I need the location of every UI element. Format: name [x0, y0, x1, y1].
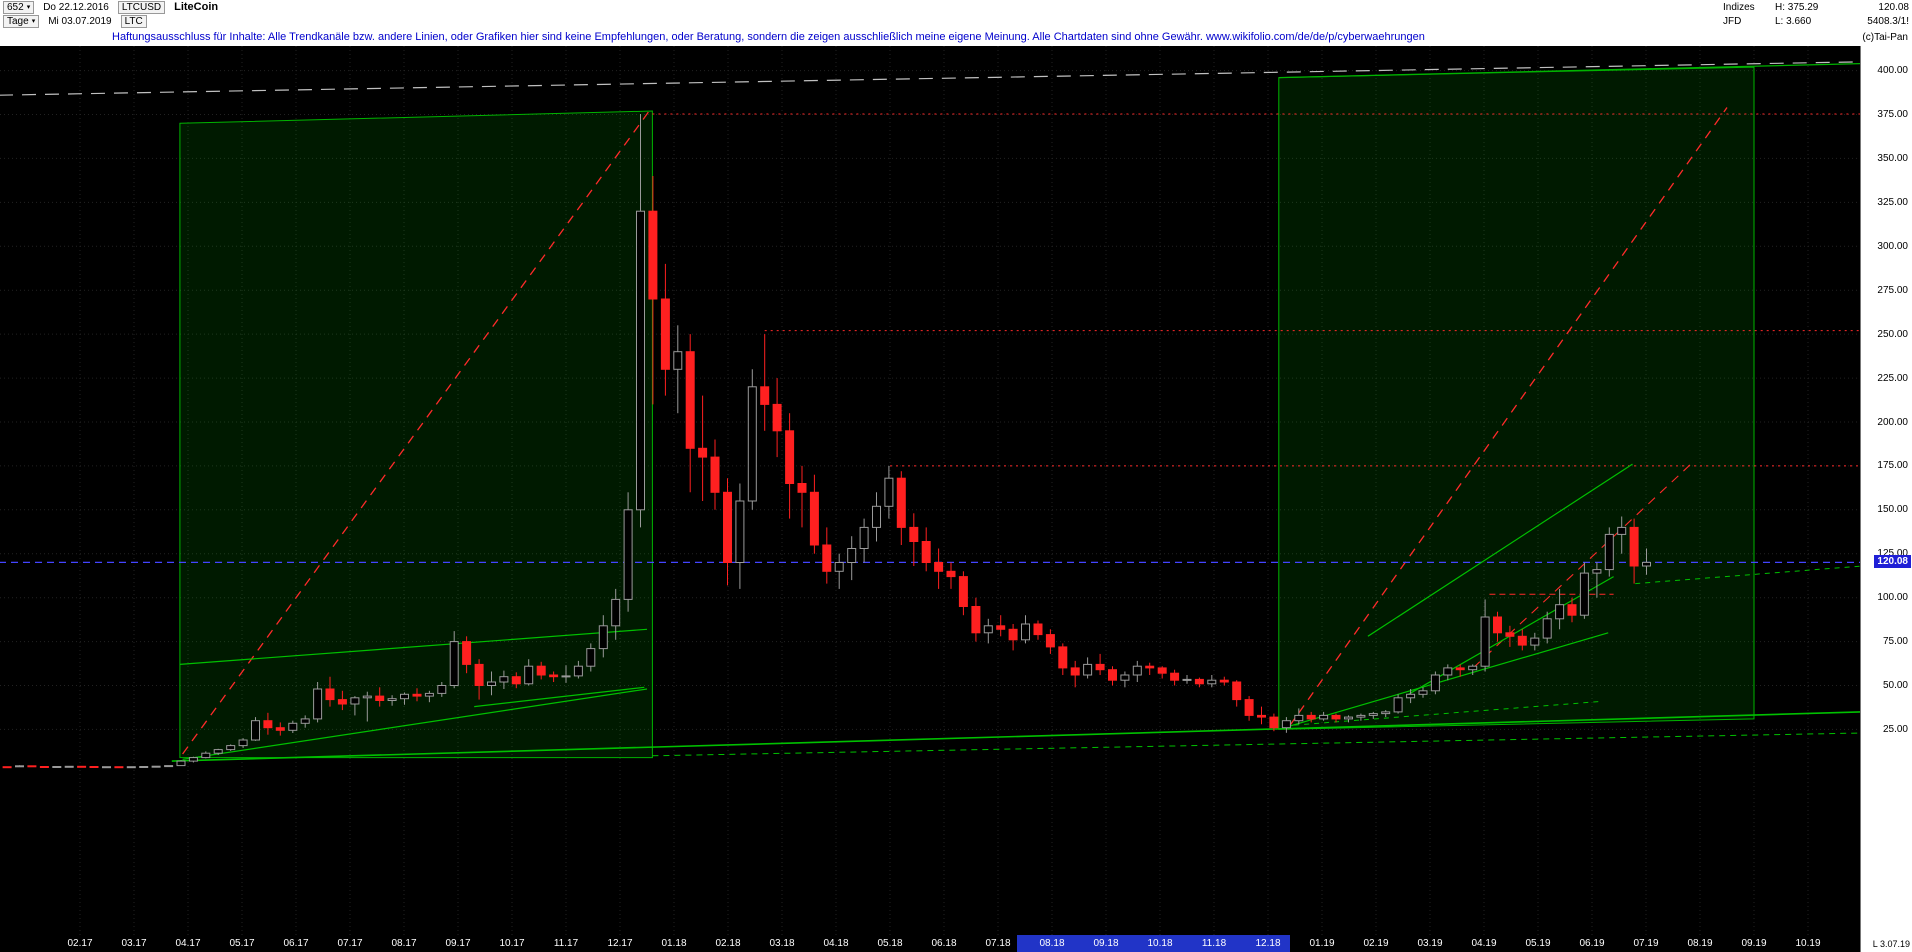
time-tick-label: 07.19 [1633, 938, 1659, 949]
timeframe-dropdown[interactable]: Tage ▾ [3, 14, 40, 28]
header-row-2: Tage ▾ Mi 03.07.2019 LTC JFD L: 3.660 54… [0, 14, 1912, 28]
red-trend-2017 [182, 110, 650, 755]
time-tick-label: 06.17 [283, 938, 309, 949]
candlestick-plot[interactable] [0, 46, 1860, 935]
range-low-label: L: 3.660 [1775, 15, 1812, 27]
time-tick-label: 03.19 [1417, 938, 1443, 949]
gray-upper-trend [0, 61, 1860, 96]
header-row-3: Haftungsausschluss für Inhalte: Alle Tre… [0, 28, 1912, 46]
time-tick-label: 02.18 [715, 938, 741, 949]
time-axis-selection [1016, 935, 1290, 952]
time-tick-label: 11.17 [553, 938, 579, 949]
time-tick-label: 05.19 [1525, 938, 1551, 949]
time-tick-label: 01.18 [661, 938, 687, 949]
range-high-label: H: 375.29 [1775, 1, 1819, 13]
price-tick-label: 50.00 [1882, 680, 1908, 691]
time-tick-label: 08.19 [1687, 938, 1713, 949]
instrument-name: LiteCoin [174, 1, 219, 13]
time-tick-label: 08.17 [391, 938, 417, 949]
price-tick-label: 175.00 [1877, 460, 1908, 472]
symbol-field[interactable]: LTCUSD [117, 0, 166, 14]
chart-area: 400.00 375.00 350.00 325.00 300.00 275.00 250.… [0, 46, 1912, 935]
chevron-down-icon: ▾ [26, 3, 31, 11]
price-tick-label: 225.00 [1877, 372, 1908, 384]
price-tick-label: 400.00 [1877, 65, 1908, 77]
header-row-1: 652 ▾ Do 22.12.2016 LTCUSD LiteCoin Indi… [0, 0, 1912, 14]
time-tick-label: 06.19 [1579, 938, 1605, 949]
trend-2019-support [1284, 632, 1609, 729]
trend-box-2019 [1278, 66, 1755, 730]
volume-value: 5408.3/1! [1867, 15, 1909, 27]
last-price-badge: 120.08 [1874, 555, 1911, 569]
price-tick-label: 100.00 [1877, 592, 1908, 604]
feed-label: JFD [1723, 15, 1742, 27]
time-tick-label: 01.19 [1309, 938, 1335, 949]
time-tick-label: 03.18 [769, 938, 795, 949]
price-tick-label: 375.00 [1877, 109, 1908, 120]
timeframe-value: Tage [7, 15, 29, 27]
time-tick-label: 10.18 [1147, 938, 1173, 949]
price-tick-label: 150.00 [1877, 504, 1908, 516]
time-tick-label: 04.19 [1471, 938, 1497, 949]
time-tick-label: 04.18 [823, 938, 849, 949]
price-tick-label: 250.00 [1877, 328, 1908, 340]
bars-count-value: 652 [7, 1, 24, 13]
time-tick-label: 07.18 [985, 938, 1011, 949]
trend-2019-steep [1367, 463, 1633, 637]
price-tick-label: 125.00 [1877, 548, 1908, 560]
time-tick-label: 08.18 [1039, 938, 1065, 949]
green-top-line [1278, 63, 1860, 79]
price-tick-label: 350.00 [1877, 152, 1908, 164]
price-tick-label: 325.00 [1877, 196, 1908, 208]
last-date-label: L 3.07.19 [1860, 935, 1912, 952]
time-tick-label: 11.18 [1201, 938, 1227, 949]
indizes-label: Indizes [1723, 1, 1755, 13]
channel-2017-inner [474, 686, 645, 708]
symbol-short-field[interactable]: LTC [120, 14, 147, 28]
time-tick-label: 07.17 [337, 938, 363, 949]
price-tick-label: 25.00 [1882, 723, 1908, 735]
candles [2, 114, 1651, 769]
time-tick-label: 09.19 [1741, 938, 1767, 949]
price-tick-label: 200.00 [1877, 416, 1908, 428]
channel-2017-lower [182, 688, 648, 760]
support-dashed-bottom [652, 732, 1860, 757]
time-tick-label: 02.17 [67, 938, 93, 949]
trend-2019-dashed [1284, 700, 1603, 727]
time-tick-label: 09.17 [445, 938, 471, 949]
green-dashed-right [1635, 565, 1860, 585]
bars-count-dropdown[interactable]: 652 ▾ [3, 0, 35, 14]
last-price-value: 120.08 [1878, 1, 1909, 13]
price-tick-label: 300.00 [1877, 240, 1908, 252]
trend-boxes [179, 66, 1755, 759]
time-tick-label: 10.19 [1795, 938, 1821, 949]
copyright-label: (c)Tai-Pan [1862, 31, 1908, 43]
price-tick-label: 75.00 [1882, 636, 1908, 648]
time-axis[interactable]: 02.17 03.17 04.17 05.17 06.17 07.17 08.17 09.17… [0, 935, 1860, 952]
time-tick-label: 10.17 [499, 938, 525, 949]
time-tick-label: 04.17 [175, 938, 201, 949]
time-tick-label: 02.19 [1363, 938, 1389, 949]
long-term-support [171, 711, 1860, 762]
bottom-row: 02.17 03.17 04.17 05.17 06.17 07.17 08.17 09.17… [0, 935, 1912, 952]
chart-start-date: Do 22.12.2016 [43, 1, 109, 13]
time-tick-label: 12.17 [607, 938, 633, 949]
time-tick-label: 06.18 [931, 938, 957, 949]
red-trend-2019 [1289, 107, 1728, 727]
price-axis[interactable]: 400.00 375.00 350.00 325.00 300.00 275.00 250.… [1860, 46, 1912, 935]
price-tick-label: 275.00 [1877, 284, 1908, 296]
time-tick-label: 12.18 [1255, 938, 1281, 949]
chart-end-date: Mi 03.07.2019 [48, 15, 112, 27]
time-tick-label: 05.17 [229, 938, 255, 949]
chevron-down-icon: ▾ [31, 17, 36, 25]
time-tick-label: 05.18 [877, 938, 903, 949]
time-tick-label: 09.18 [1093, 938, 1119, 949]
channel-2017-upper [179, 628, 648, 665]
disclaimer-text: Haftungsausschluss für Inhalte: Alle Tre… [112, 31, 1425, 43]
time-tick-label: 03.17 [121, 938, 147, 949]
